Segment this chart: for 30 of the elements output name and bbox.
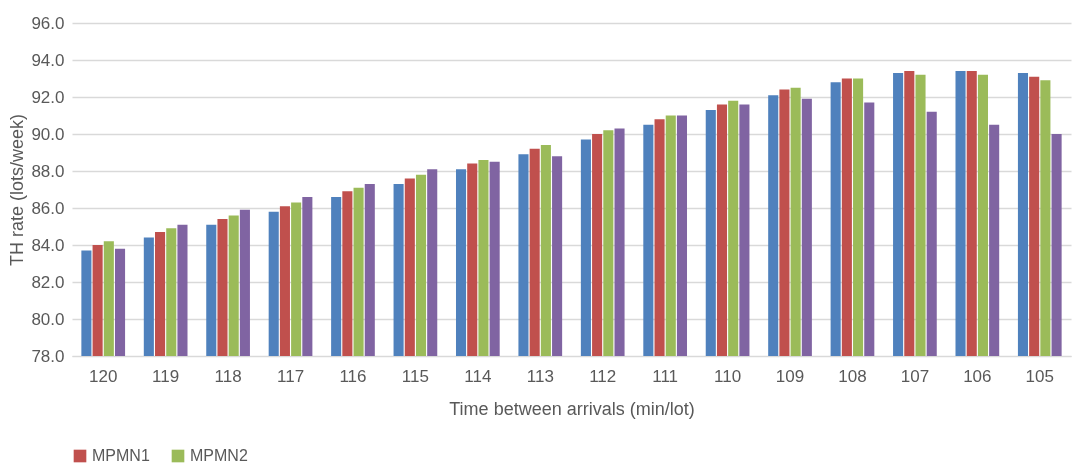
y-axis-title: TH rate (lots/week) xyxy=(7,113,28,267)
y-tick-label: 90.0 xyxy=(31,124,65,144)
x-tick-label: 119 xyxy=(152,366,180,386)
x-tick-label: 118 xyxy=(214,366,242,386)
legend-label: MPMN2 xyxy=(190,447,248,464)
x-tick-label: 116 xyxy=(339,366,367,386)
x-tick-label: 114 xyxy=(464,366,492,386)
x-tick-label: 120 xyxy=(89,366,118,386)
y-tick-label: 84.0 xyxy=(31,235,65,255)
x-tick-label: 111 xyxy=(652,366,679,386)
x-tick-label: 107 xyxy=(900,366,930,386)
y-tick-label: 78.0 xyxy=(31,346,65,366)
x-tick-label: 108 xyxy=(838,366,867,386)
y-tick-label: 88.0 xyxy=(31,161,65,181)
x-tick-label: 105 xyxy=(1025,366,1054,386)
y-tick-label: 96.0 xyxy=(31,13,65,33)
y-tick-label: 92.0 xyxy=(31,87,65,107)
x-tick-label: 115 xyxy=(401,366,429,386)
y-tick-label: 86.0 xyxy=(31,198,65,218)
x-tick-label: 112 xyxy=(589,366,617,386)
x-tick-label: 117 xyxy=(276,366,305,386)
y-tick-label: 82.0 xyxy=(31,272,65,292)
x-tick-label: 106 xyxy=(963,366,992,386)
y-tick-label: 94.0 xyxy=(31,50,65,70)
x-tick-label: 110 xyxy=(714,366,742,386)
x-tick-label: 113 xyxy=(526,366,554,386)
x-tick-label: 109 xyxy=(775,366,805,386)
legend-label: MPMN1 xyxy=(92,447,150,464)
x-axis-title: Time between arrivals (min/lot) xyxy=(449,398,695,419)
y-tick-label: 80.0 xyxy=(31,309,65,329)
